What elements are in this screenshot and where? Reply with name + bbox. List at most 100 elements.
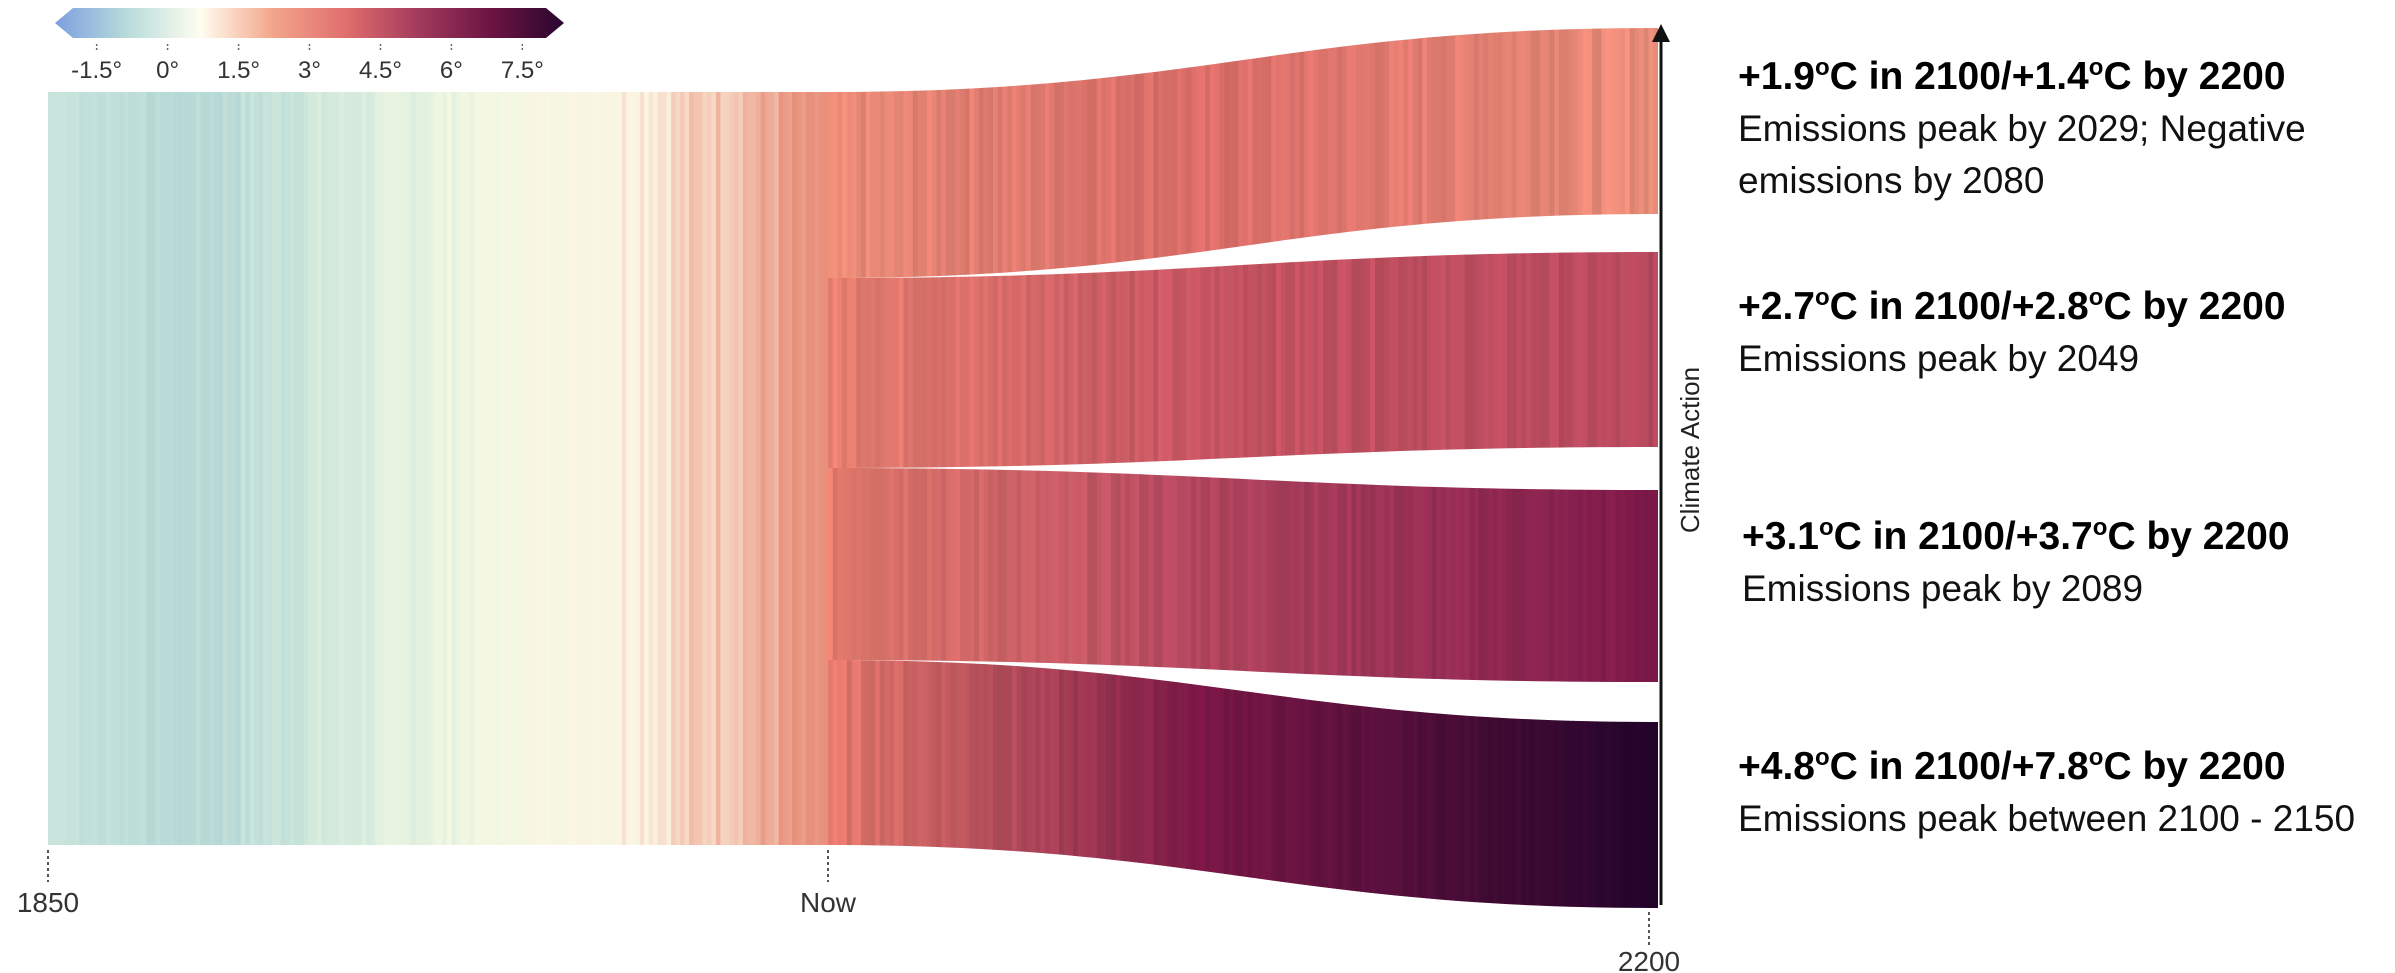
scenario-stripe (1290, 28, 1296, 278)
scenario-stripe (1587, 252, 1593, 468)
scenario-stripe (1488, 660, 1494, 908)
scenario-stripe (1591, 28, 1598, 278)
scenario-stripe (1591, 252, 1598, 468)
scenario-stripe (1540, 660, 1546, 908)
scenario-stripe (884, 28, 890, 278)
history-stripe (689, 92, 695, 845)
scenario-flow-1 (828, 28, 1658, 278)
history-stripe (487, 92, 493, 845)
scenario-stripe (1483, 660, 1489, 908)
scenario-stripe (1360, 28, 1367, 278)
scenario-stripe (1582, 468, 1588, 682)
scenario-stripe (1101, 468, 1107, 682)
history-stripe (110, 92, 116, 845)
scenario-stripe (978, 252, 985, 468)
scenario-stripe (950, 660, 956, 908)
scenario-stripe (1073, 660, 1079, 908)
scenario-stripe (1087, 28, 1093, 278)
scenario-stripe (1356, 660, 1362, 908)
scenario-stripe (1224, 252, 1230, 468)
history-stripe (222, 92, 228, 845)
scenario-stripe (1563, 28, 1569, 278)
history-stripe (680, 92, 686, 845)
scenario-stripe (1035, 468, 1041, 682)
scenario-stripe (1327, 660, 1334, 908)
climate-stripes-chart: -1.5° 0° 1.5° 3° 4.5° 6° 7.5° 1850 Now 2200 Clim… (17, 8, 1700, 973)
scenario-stripe (1129, 252, 1136, 468)
history-stripe (653, 92, 659, 845)
scenario-stripe (1063, 660, 1070, 908)
history-stripe (599, 92, 605, 845)
scenario-stripe (1294, 468, 1301, 682)
history-stripe (590, 92, 596, 845)
scenario-stripe (927, 468, 933, 682)
scenario-stripe (1309, 660, 1315, 908)
history-stripe (146, 92, 152, 845)
scenario-stripe (1639, 28, 1645, 278)
scenario-stripe (1011, 660, 1018, 908)
scenario-stripe (884, 252, 890, 468)
scenario-stripe (1158, 468, 1164, 682)
scenario-stripe (1492, 28, 1499, 278)
scenario-stripe (931, 468, 938, 682)
history-stripe (635, 92, 641, 845)
history-stripe (330, 92, 336, 845)
history-stripe (603, 92, 609, 845)
scenario-stripe (1016, 28, 1022, 278)
scenario-stripe (1261, 468, 1268, 682)
scenario-stripe (1488, 252, 1494, 468)
scenario-stripe (828, 660, 834, 908)
scenario-stripe (1422, 468, 1428, 682)
scenario-stripe (1436, 468, 1442, 682)
scenario-stripe (1247, 660, 1254, 908)
scenario-stripe (1540, 28, 1546, 278)
scenario-stripe (1059, 468, 1065, 682)
history-stripe (308, 92, 314, 845)
history-stripe (500, 92, 506, 845)
scenario-stripe (1412, 660, 1419, 908)
scenario-stripe (1294, 28, 1301, 278)
history-stripe (164, 92, 170, 845)
scenario-stripe (1422, 28, 1428, 278)
scenario-stripe (1068, 660, 1074, 908)
scenario-stripe (964, 252, 971, 468)
scenario-stripe (1624, 468, 1631, 682)
scenario-stripe (1120, 28, 1126, 278)
scenario-stripe (1290, 660, 1296, 908)
scenario-stripe (1408, 28, 1414, 278)
scenario-stripe (955, 660, 961, 908)
history-stripe (536, 92, 542, 845)
scenario-stripe (1502, 660, 1508, 908)
scenario-stripe (1290, 468, 1296, 682)
history-stripe (783, 92, 789, 845)
scenario-stripe (927, 660, 933, 908)
scenario-stripe (1464, 468, 1470, 682)
scenario-stripe (1389, 468, 1395, 682)
scenario-stripe (1247, 252, 1254, 468)
history-stripe (819, 92, 825, 845)
history-stripe (303, 92, 309, 845)
scenario-stripe (870, 252, 876, 468)
scenario-stripe (1299, 660, 1305, 908)
scenario-stripe (1172, 252, 1178, 468)
scenario-stripe (1271, 468, 1277, 682)
history-stripe (325, 92, 332, 845)
scenario-stripe (1540, 252, 1546, 468)
scenario-stripe (842, 28, 848, 278)
scenario-stripe (1620, 252, 1626, 468)
history-stripe (823, 92, 829, 845)
scenario-stripe (1106, 28, 1112, 278)
scenario-stripe (1507, 28, 1513, 278)
scenario-stripe (1323, 468, 1329, 682)
scenario-stripe (1653, 660, 1658, 908)
scenario-stripe (846, 252, 853, 468)
history-stripe (209, 92, 215, 845)
history-stripe (92, 92, 98, 845)
scenario-stripe (842, 468, 848, 682)
history-stripe (137, 92, 143, 845)
scenario-stripe (964, 468, 971, 682)
scenario-stripe (1026, 28, 1032, 278)
scenario-stripe (1554, 28, 1560, 278)
scenario-description: Emissions peak by 2089 (1742, 568, 2144, 609)
scenario-stripe (1408, 252, 1414, 468)
